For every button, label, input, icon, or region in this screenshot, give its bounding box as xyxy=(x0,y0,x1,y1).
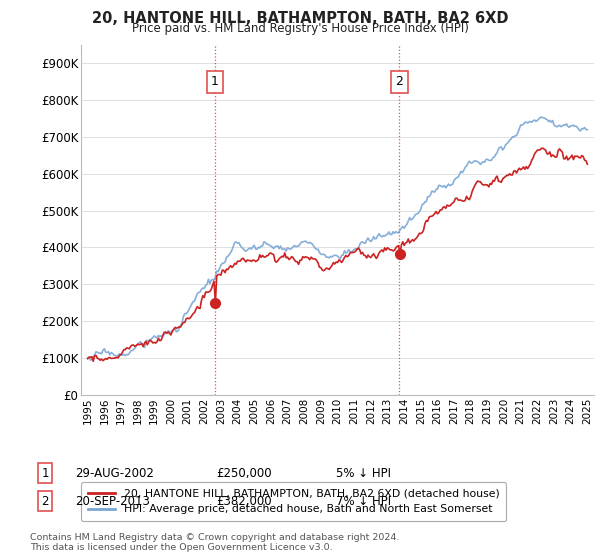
Legend: 20, HANTONE HILL, BATHAMPTON, BATH, BA2 6XD (detached house), HPI: Average price: 20, HANTONE HILL, BATHAMPTON, BATH, BA2 … xyxy=(81,483,506,521)
Text: 2: 2 xyxy=(395,75,403,88)
Text: 29-AUG-2002: 29-AUG-2002 xyxy=(75,466,154,480)
Text: This data is licensed under the Open Government Licence v3.0.: This data is licensed under the Open Gov… xyxy=(30,543,332,552)
Text: 5% ↓ HPI: 5% ↓ HPI xyxy=(336,466,391,480)
Text: Price paid vs. HM Land Registry's House Price Index (HPI): Price paid vs. HM Land Registry's House … xyxy=(131,22,469,35)
Text: 1: 1 xyxy=(41,466,49,480)
Text: 20, HANTONE HILL, BATHAMPTON, BATH, BA2 6XD: 20, HANTONE HILL, BATHAMPTON, BATH, BA2 … xyxy=(92,11,508,26)
Text: 1: 1 xyxy=(211,75,219,88)
Text: 2: 2 xyxy=(41,494,49,508)
Text: £250,000: £250,000 xyxy=(216,466,272,480)
Text: 20-SEP-2013: 20-SEP-2013 xyxy=(75,494,150,508)
Text: 7% ↓ HPI: 7% ↓ HPI xyxy=(336,494,391,508)
Text: £382,000: £382,000 xyxy=(216,494,272,508)
Text: Contains HM Land Registry data © Crown copyright and database right 2024.: Contains HM Land Registry data © Crown c… xyxy=(30,533,400,542)
